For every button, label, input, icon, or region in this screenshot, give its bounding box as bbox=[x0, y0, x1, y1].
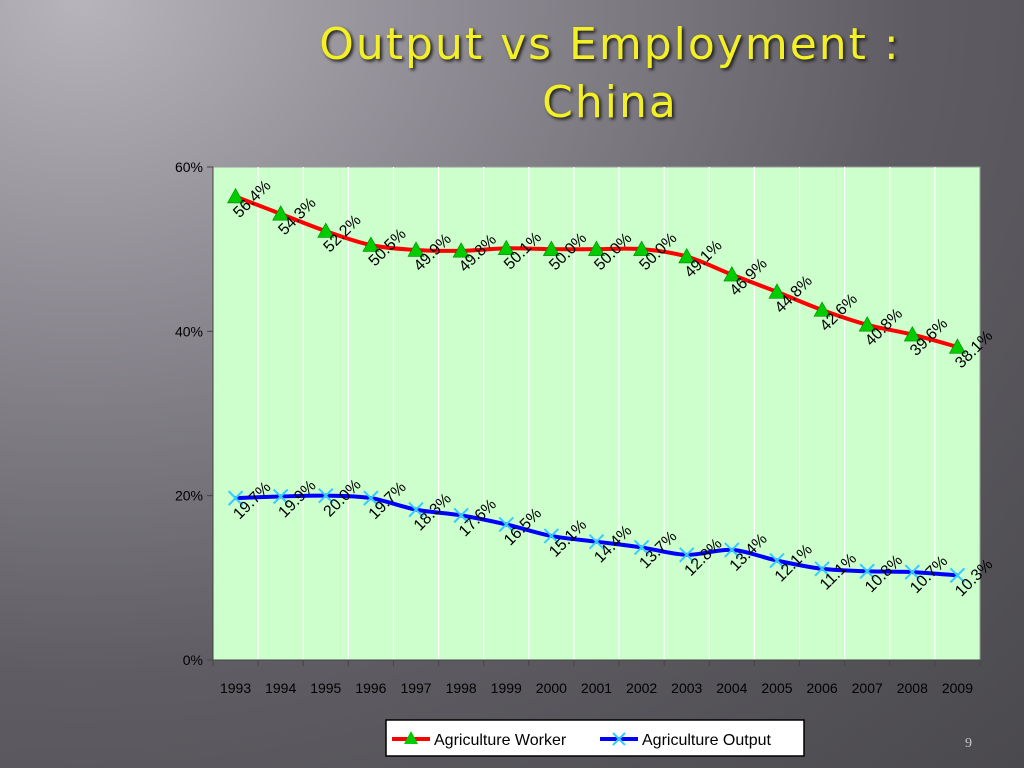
x-tick-label: 2001 bbox=[581, 680, 612, 696]
data-point-marker bbox=[408, 501, 424, 518]
data-point-marker bbox=[588, 533, 605, 550]
x-tick-label: 1995 bbox=[310, 680, 341, 696]
slide-title: Output vs Employment : China bbox=[319, 19, 901, 128]
data-point-marker bbox=[948, 338, 966, 354]
data-point-marker bbox=[498, 516, 514, 533]
data-point-marker bbox=[497, 239, 515, 256]
data-point-marker bbox=[859, 563, 875, 579]
data-point-marker bbox=[317, 222, 335, 238]
x-tick-label: 2009 bbox=[942, 680, 973, 696]
data-point-marker bbox=[363, 490, 379, 506]
data-point-marker bbox=[407, 241, 425, 257]
x-tick-label: 1997 bbox=[400, 680, 431, 696]
legend-swatch-marker bbox=[404, 731, 418, 744]
x-tick-label: 2002 bbox=[626, 680, 657, 696]
data-point-marker bbox=[543, 528, 560, 544]
data-point-marker bbox=[452, 242, 470, 258]
data-point-marker bbox=[769, 552, 785, 569]
x-tick-label: 2003 bbox=[671, 680, 702, 696]
data-point-marker bbox=[633, 240, 651, 256]
y-tick-label: 0% bbox=[183, 652, 203, 668]
data-point-marker bbox=[678, 247, 696, 264]
data-point-marker bbox=[542, 240, 560, 256]
x-tick-label: 2000 bbox=[536, 680, 567, 696]
legend: Agriculture Worker Agriculture Output bbox=[385, 719, 805, 757]
data-point-marker bbox=[814, 561, 830, 577]
x-tick-label: 1999 bbox=[491, 680, 522, 696]
data-point-marker bbox=[453, 507, 469, 524]
data-point-marker bbox=[904, 564, 921, 580]
data-point-marker bbox=[724, 542, 740, 558]
x-tick-label: 2008 bbox=[897, 680, 928, 696]
data-point-marker bbox=[768, 283, 786, 299]
data-point-marker bbox=[858, 316, 876, 332]
data-point-marker bbox=[272, 488, 289, 505]
legend-label: Agriculture Worker bbox=[434, 732, 567, 749]
x-tick-label: 2007 bbox=[852, 680, 883, 696]
data-point-marker bbox=[272, 205, 290, 221]
x-tick-label: 1994 bbox=[265, 680, 296, 696]
data-point-marker bbox=[813, 301, 831, 317]
y-tick-label: 60% bbox=[175, 159, 203, 175]
data-point-marker bbox=[679, 547, 695, 563]
data-point-marker bbox=[903, 326, 921, 342]
legend-swatch-marker bbox=[612, 732, 626, 746]
data-point-marker bbox=[949, 567, 966, 584]
x-tick-label: 2006 bbox=[807, 680, 838, 696]
y-tick-label: 20% bbox=[175, 488, 203, 504]
data-point-marker bbox=[227, 490, 244, 506]
x-tick-label: 1996 bbox=[355, 680, 386, 696]
x-tick-label: 1998 bbox=[446, 680, 477, 696]
data-point-marker bbox=[723, 266, 741, 282]
data-point-marker bbox=[633, 539, 650, 556]
y-tick-label: 40% bbox=[175, 323, 203, 339]
x-tick-label: 2004 bbox=[716, 680, 747, 696]
data-point-marker bbox=[587, 240, 606, 256]
data-point-marker bbox=[227, 187, 245, 204]
slide-page-number: 9 bbox=[965, 736, 972, 751]
x-tick-label: 2005 bbox=[761, 680, 792, 696]
data-point-marker bbox=[362, 236, 380, 252]
data-point-marker bbox=[318, 487, 334, 504]
legend-label: Agriculture Output bbox=[642, 732, 772, 749]
legend-box bbox=[385, 719, 805, 757]
x-tick-label: 1993 bbox=[220, 680, 251, 696]
